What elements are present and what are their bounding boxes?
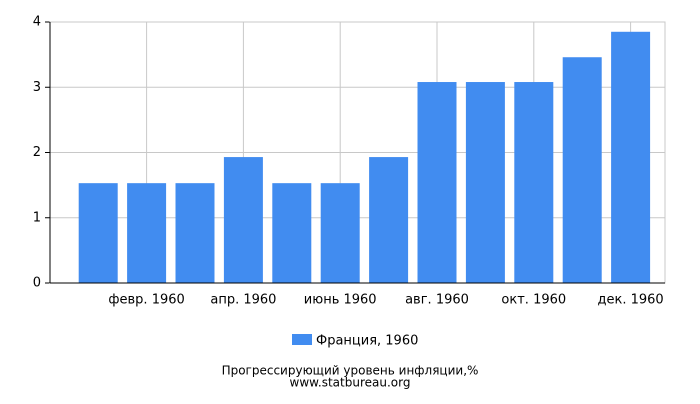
x-tick-label: июнь 1960 [304, 293, 377, 308]
y-tick-label: 1 [33, 210, 41, 225]
caption: Прогрессирующий уровень инфляции,% [222, 364, 479, 378]
x-tick-label: апр. 1960 [210, 293, 276, 308]
x-tick-label: окт. 1960 [501, 293, 566, 308]
bar [611, 31, 651, 283]
bar [223, 157, 263, 283]
legend-label: Франция, 1960 [316, 334, 418, 349]
bar [465, 82, 505, 283]
y-tick-label: 4 [33, 15, 41, 30]
bar [78, 183, 118, 283]
source: www.statbureau.org [290, 376, 411, 390]
y-tick-label: 3 [33, 80, 41, 95]
x-tick-label: февр. 1960 [108, 293, 184, 308]
bar [514, 82, 554, 283]
y-tick-label: 2 [33, 145, 41, 160]
x-tick-label: авг. 1960 [405, 293, 469, 308]
bar [272, 183, 312, 283]
bar [127, 183, 167, 283]
y-tick-label: 0 [33, 276, 41, 291]
legend-swatch [292, 334, 312, 345]
bar [417, 82, 457, 283]
bar [369, 157, 409, 283]
bar [175, 183, 215, 283]
x-tick-label: дек. 1960 [598, 293, 664, 308]
bar [320, 183, 360, 283]
bar [562, 57, 602, 283]
